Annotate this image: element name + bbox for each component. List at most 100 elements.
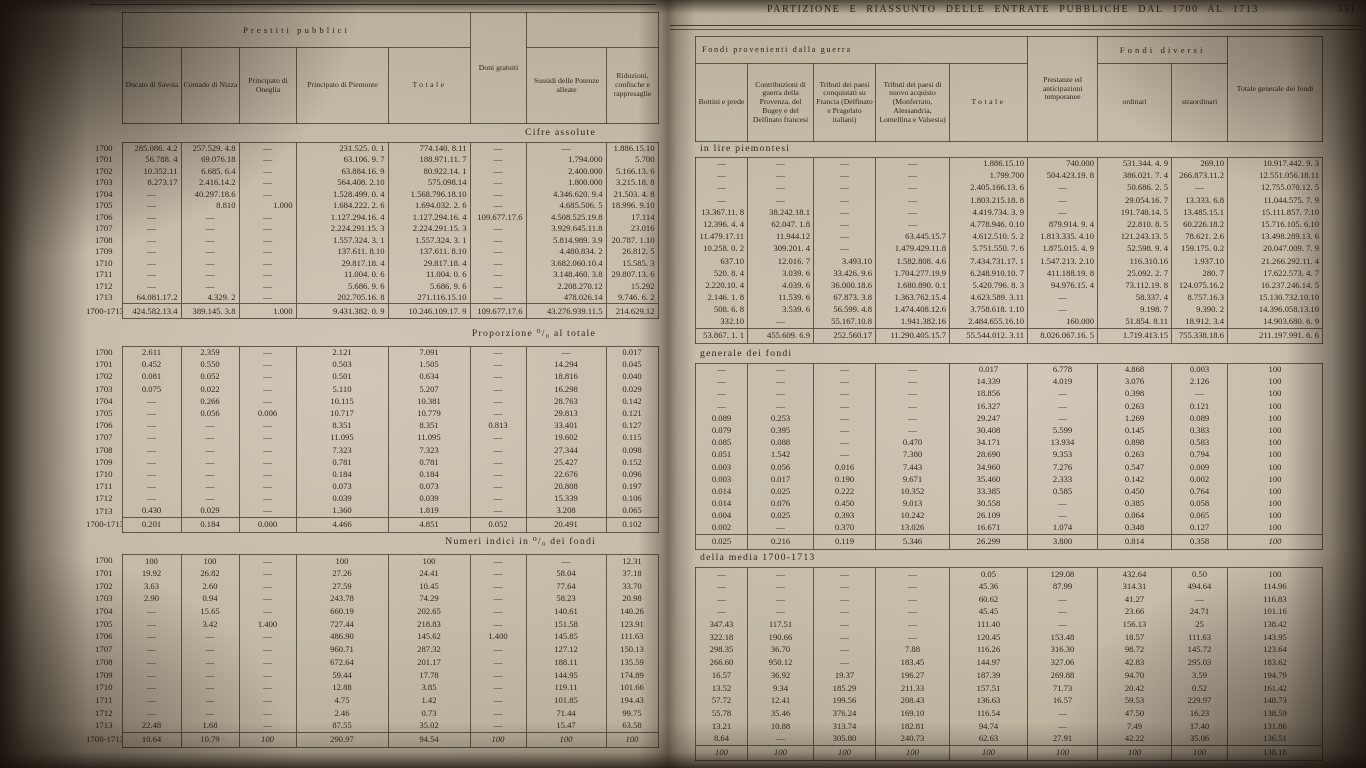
value-cell: 8.026.067.16. 5 [1027,327,1098,344]
value-cell: 114.96 [1227,580,1323,593]
value-cell: — [121,188,181,200]
value-cell: — [238,370,296,384]
value-cell: — [469,719,526,733]
value-cell: 0.253 [747,412,814,425]
value-cell: 218.83 [387,617,470,631]
value-cell: 2.121 [295,345,388,359]
value-cell: 9.013 [875,497,950,510]
value-cell: 0.814 [1097,533,1172,550]
value-cell: 0.127 [1171,521,1228,535]
value-cell: 120.45 [949,630,1028,644]
value-cell: — [121,211,181,223]
value-cell: 1.684.222. 2. 6 [295,200,388,212]
value-cell: 100 [1227,387,1323,401]
value-cell: 29.817.18. 4 [295,257,388,269]
value-cell: 100 [1227,497,1323,510]
value-cell: 305.80 [813,732,876,746]
value-cell: 35.46 [747,707,814,720]
value-cell: — [1027,592,1098,606]
value-cell: 87.55 [295,719,388,733]
value-cell: 10.258. 0. 2 [695,242,748,255]
table-row: 1706— — —486.90 145.62 1.400 145.85 111.63 [86,630,659,644]
value-cell: 8.351 [387,419,470,432]
year-cell: 1704 [94,606,113,617]
value-cell: 159.175. 0.2 [1171,242,1228,255]
value-cell: — [813,242,876,255]
value-cell: 7.443 [875,461,950,474]
value-cell: 0.52 [1171,681,1228,695]
value-cell: 10.79 [180,731,239,748]
value-cell: — [180,223,239,235]
table-row: 1704—15.65—660.19 202.65—140.61 140.26 [86,605,659,618]
value-cell: — [695,362,748,376]
value-cell: 100 [1227,436,1323,449]
value-cell: 29.813 [525,407,606,420]
value-cell: 15.65 [180,605,239,618]
value-cell: — [469,345,526,359]
value-cell: — [747,521,814,535]
value-cell: — [238,154,296,166]
table-row: 1701 56.788. 4 69.076.18—63.106. 9. 7 188.9… [86,154,659,166]
value-cell: 20.98 [605,592,659,606]
value-cell: 1.360 [295,504,388,518]
value-cell: 100 [813,744,876,761]
value-cell: 111.63 [1171,630,1228,644]
value-cell: — [1027,605,1098,619]
value-cell: 564.408. 2.10 [295,177,388,189]
left-header-table: Prestiti pubblici Doni gratuiti Ducato d… [121,12,660,124]
column-header-sussidi-potenze-alleate: Sussidi delle Potenze alleate [526,47,608,124]
value-cell: 17.40 [1171,719,1228,733]
value-cell: — [469,694,526,707]
table-row: — — — —2.405.166.13. 6—50.686. 2. 5—12.755.… [695,181,1323,195]
table-row: 1703 0.075 0.022—5.110 5.207—16.298 0.029 [86,383,659,396]
value-cell: — [1171,592,1228,606]
value-cell: — [238,345,296,359]
value-cell: 0.098 [605,444,659,457]
value-cell: — [747,156,814,170]
value-cell: 20.047.009. 7. 9 [1227,242,1323,255]
value-cell: 5.814.989. 3.9 [525,234,606,246]
value-cell: 19.37 [813,669,876,682]
value-cell: 55.78 [695,707,748,720]
value-cell: 0.794 [1171,448,1228,461]
value-cell: 153.48 [1027,630,1098,644]
value-cell: — [121,280,181,292]
value-cell: 1.886.15.10 [949,156,1028,170]
value-cell: — [875,375,950,388]
value-cell: 35.02 [387,719,470,733]
value-cell: 13.52 [695,681,748,695]
value-cell: — [121,480,181,493]
column-header-totale-guerra: Totale [948,63,1029,142]
value-cell: 16.23 [1171,707,1228,720]
section-label-lire-piemontesi: in lire piemontesi [700,143,791,154]
value-cell: — [875,580,950,593]
value-cell: — [875,218,950,231]
value-cell: — [180,431,239,444]
value-cell: 100 [1227,567,1323,581]
value-cell: — [238,223,296,235]
value-cell: 100 [1227,362,1323,376]
value-cell: — [469,234,526,246]
value-cell: 15.716.105. 6.10 [1227,218,1323,231]
value-cell: 15.130.732.10.10 [1227,291,1323,304]
value-cell: — [525,142,606,154]
value-cell: — [813,156,876,170]
value-cell: 116.26 [949,643,1028,657]
value-cell: — [180,706,239,720]
value-cell: 10.115 [295,395,388,408]
value-cell: 3.42 [180,617,239,631]
value-cell: 58.04 [525,567,606,580]
value-cell: — [747,592,814,606]
value-cell: 99.75 [605,706,659,720]
value-cell: 3.758.618. 1.10 [949,303,1028,316]
value-cell: 27.59 [295,579,388,593]
value-cell: 10.352 [875,485,950,498]
value-cell: — [121,419,181,432]
table-row: 16.57 36.92 19.37 196.27 187.39 269.88 94.70 3.… [695,669,1323,682]
value-cell: 3.800 [1027,533,1098,550]
value-cell: 727.44 [295,617,388,631]
value-cell: 424.582.13.4 [121,303,181,319]
value-cell: 0.94 [180,592,239,606]
value-cell: — [469,668,526,682]
year-cell: 1703 [94,593,113,604]
